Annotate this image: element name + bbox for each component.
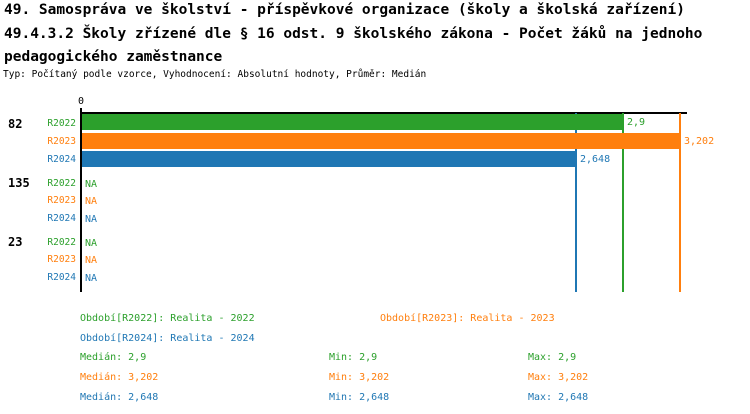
y-axis-line <box>80 108 82 292</box>
page-title-line2: 49.4.3.2 Školy zřízené dle § 16 odst. 9 … <box>4 26 703 42</box>
category-label: 135 <box>8 176 30 190</box>
legend-median-r2023: Medián: 3,202 <box>80 372 159 383</box>
series-label-r2023: R2023 <box>47 136 76 147</box>
legend-median-r2024: Medián: 2,648 <box>80 392 159 403</box>
bar-r2023 <box>82 133 679 149</box>
na-value-label: NA <box>85 255 98 266</box>
median-line-r2022 <box>622 113 624 292</box>
category-label: 82 <box>8 117 23 131</box>
series-label-r2024: R2024 <box>47 272 76 283</box>
na-value-label: NA <box>85 214 98 225</box>
series-label-r2022: R2022 <box>47 118 76 129</box>
na-value-label: NA <box>85 196 98 207</box>
bar-value-label-r2024: 2,648 <box>580 154 611 165</box>
series-label-r2022: R2022 <box>47 178 76 189</box>
legend-period-r2024: Období[R2024]: Realita - 2024 <box>80 333 255 344</box>
legend-period-r2023: Období[R2023]: Realita - 2023 <box>380 313 555 324</box>
legend-max-r2023: Max: 3,202 <box>528 372 589 383</box>
legend-max-r2022: Max: 2,9 <box>528 352 577 363</box>
legend-median-r2022: Medián: 2,9 <box>80 352 147 363</box>
bar-r2022 <box>82 114 622 130</box>
chart-meta-info: Typ: Počítaný podle vzorce, Vyhodnocení:… <box>3 69 427 80</box>
series-label-r2024: R2024 <box>47 154 76 165</box>
legend-min-r2022: Min: 2,9 <box>329 352 378 363</box>
x-axis-tick-zero: 0 <box>77 96 85 107</box>
legend-period-r2022: Období[R2022]: Realita - 2022 <box>80 313 255 324</box>
median-line-r2023 <box>679 113 681 292</box>
legend-min-r2024: Min: 2,648 <box>329 392 390 403</box>
series-label-r2023: R2023 <box>47 254 76 265</box>
na-value-label: NA <box>85 179 98 190</box>
bar-r2024 <box>82 151 575 167</box>
series-label-r2024: R2024 <box>47 213 76 224</box>
legend-max-r2024: Max: 2,648 <box>528 392 589 403</box>
x-axis-line <box>80 112 687 114</box>
series-label-r2022: R2022 <box>47 237 76 248</box>
bar-value-label-r2023: 3,202 <box>684 136 715 147</box>
legend-min-r2023: Min: 3,202 <box>329 372 390 383</box>
page-title-line3: pedagogického zaměstnance <box>4 49 223 65</box>
series-label-r2023: R2023 <box>47 195 76 206</box>
category-label: 23 <box>8 235 23 249</box>
median-line-r2024 <box>575 113 577 292</box>
na-value-label: NA <box>85 238 98 249</box>
bar-value-label-r2022: 2,9 <box>627 117 646 128</box>
page-title-line1: 49. Samospráva ve školství - příspěvkové… <box>4 2 685 18</box>
na-value-label: NA <box>85 273 98 284</box>
